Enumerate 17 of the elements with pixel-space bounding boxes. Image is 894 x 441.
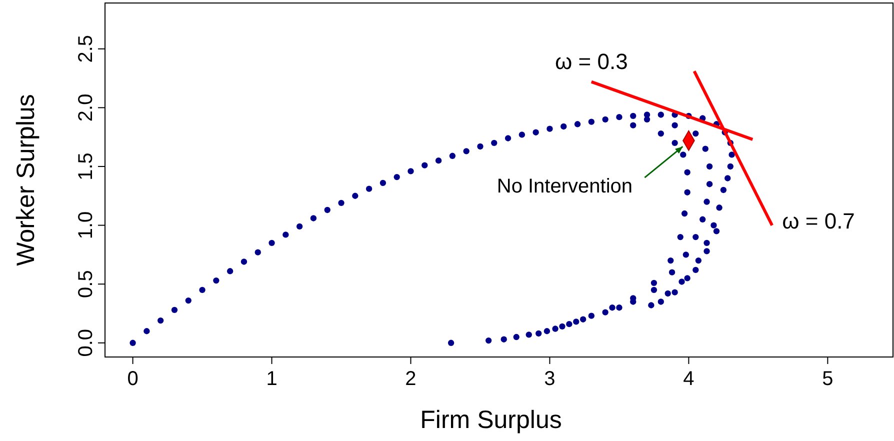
x-tick-label: 5	[822, 368, 834, 390]
x-tick-label: 0	[127, 368, 138, 390]
x-tick-label: 2	[405, 368, 416, 390]
y-tick-label: 0.0	[75, 328, 97, 357]
y-axis-title: Worker Surplus	[12, 94, 40, 266]
x-axis-title: Firm Surplus	[420, 406, 562, 434]
y-tick-label: 1.0	[75, 211, 97, 240]
x-tick-label: 1	[266, 368, 278, 390]
series-label: ω = 0.7	[782, 208, 855, 234]
x-tick-label: 4	[683, 368, 694, 390]
y-tick-label: 1.5	[75, 152, 97, 180]
y-tick-label: 0.5	[75, 270, 97, 298]
y-tick-label: 2.5	[75, 34, 97, 63]
x-tick-label: 3	[544, 368, 556, 390]
annotation: No Intervention	[496, 176, 633, 198]
y-tick-label: 2.0	[75, 94, 97, 122]
series-label: ω = 0.3	[555, 48, 628, 74]
